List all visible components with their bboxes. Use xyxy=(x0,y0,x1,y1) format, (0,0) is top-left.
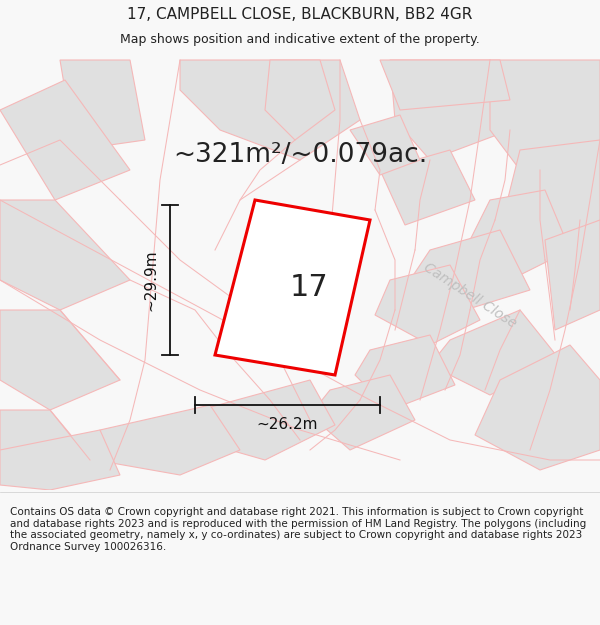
Polygon shape xyxy=(375,265,480,345)
Text: ~321m²/~0.079ac.: ~321m²/~0.079ac. xyxy=(173,142,427,168)
Text: ~29.9m: ~29.9m xyxy=(143,249,158,311)
Polygon shape xyxy=(195,380,335,460)
Polygon shape xyxy=(60,60,145,150)
Polygon shape xyxy=(490,60,600,170)
Text: 17: 17 xyxy=(289,273,328,302)
Polygon shape xyxy=(0,80,130,200)
Polygon shape xyxy=(390,60,510,160)
Polygon shape xyxy=(505,140,600,250)
Polygon shape xyxy=(310,375,415,450)
Polygon shape xyxy=(410,230,530,310)
Polygon shape xyxy=(465,190,570,280)
Polygon shape xyxy=(0,410,100,470)
Text: Campbell Close: Campbell Close xyxy=(421,260,519,330)
Polygon shape xyxy=(180,60,360,160)
Polygon shape xyxy=(380,60,510,110)
Polygon shape xyxy=(475,345,600,470)
Text: 17, CAMPBELL CLOSE, BLACKBURN, BB2 4GR: 17, CAMPBELL CLOSE, BLACKBURN, BB2 4GR xyxy=(127,7,473,22)
Polygon shape xyxy=(545,220,600,330)
Polygon shape xyxy=(430,310,560,395)
Polygon shape xyxy=(355,335,455,410)
Polygon shape xyxy=(215,200,370,375)
Text: Map shows position and indicative extent of the property.: Map shows position and indicative extent… xyxy=(120,32,480,46)
Text: Contains OS data © Crown copyright and database right 2021. This information is : Contains OS data © Crown copyright and d… xyxy=(10,507,586,552)
Polygon shape xyxy=(350,115,420,175)
Polygon shape xyxy=(265,60,335,140)
Polygon shape xyxy=(0,200,130,310)
Polygon shape xyxy=(0,430,120,490)
Polygon shape xyxy=(95,405,240,475)
Polygon shape xyxy=(0,310,120,410)
Polygon shape xyxy=(380,150,475,225)
Text: ~26.2m: ~26.2m xyxy=(257,417,318,432)
